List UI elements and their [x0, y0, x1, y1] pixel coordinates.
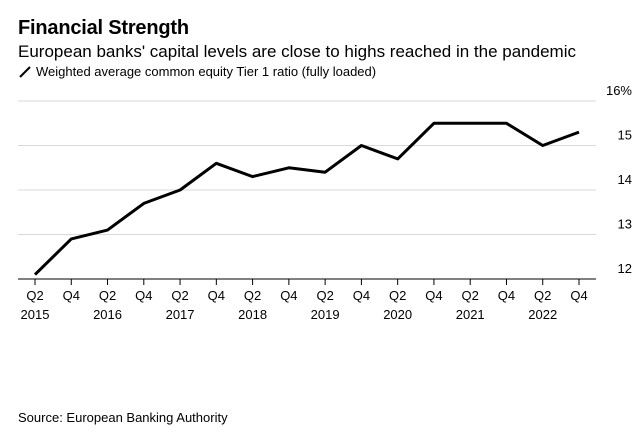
x-tick-label: Q2 [171, 288, 188, 303]
legend-label: Weighted average common equity Tier 1 ra… [36, 64, 377, 79]
x-tick-label: Q2 [99, 288, 116, 303]
y-tick-label: 16% [606, 83, 632, 98]
x-year-label: 2015 [21, 307, 50, 322]
y-tick-label: 13 [618, 217, 632, 232]
chart-subtitle: European banks' capital levels are close… [18, 42, 576, 61]
x-tick-label: Q2 [316, 288, 333, 303]
x-year-label: 2021 [456, 307, 485, 322]
x-tick-label: Q4 [135, 288, 152, 303]
series-line [33, 121, 580, 276]
line-swatch-icon [19, 65, 31, 78]
x-year-label: 2020 [383, 307, 412, 322]
chart-title: Financial Strength [18, 17, 189, 39]
x-tick-label: Q2 [389, 288, 406, 303]
y-tick-label: 15 [618, 128, 632, 143]
x-tick-label: Q4 [570, 288, 587, 303]
x-year-label: 2022 [528, 307, 557, 322]
x-tick-label: Q2 [534, 288, 551, 303]
x-tick-label: Q4 [498, 288, 515, 303]
y-tick-label: 14 [618, 172, 632, 187]
x-tick-label: Q2 [244, 288, 261, 303]
x-tick-label: Q4 [208, 288, 225, 303]
y-tick-label: 12 [618, 261, 632, 276]
source-note: Source: European Banking Authority [18, 410, 228, 425]
x-tick-label: Q2 [462, 288, 479, 303]
x-tick-label: Q4 [425, 288, 442, 303]
x-tick-label: Q2 [26, 288, 43, 303]
x-year-label: 2016 [93, 307, 122, 322]
x-tick-label: Q4 [353, 288, 370, 303]
x-year-label: 2019 [311, 307, 340, 322]
x-year-label: 2018 [238, 307, 267, 322]
x-tick-label: Q4 [280, 288, 297, 303]
x-tick-label: Q4 [63, 288, 80, 303]
legend: Weighted average common equity Tier 1 ra… [18, 64, 376, 79]
x-year-label: 2017 [166, 307, 195, 322]
